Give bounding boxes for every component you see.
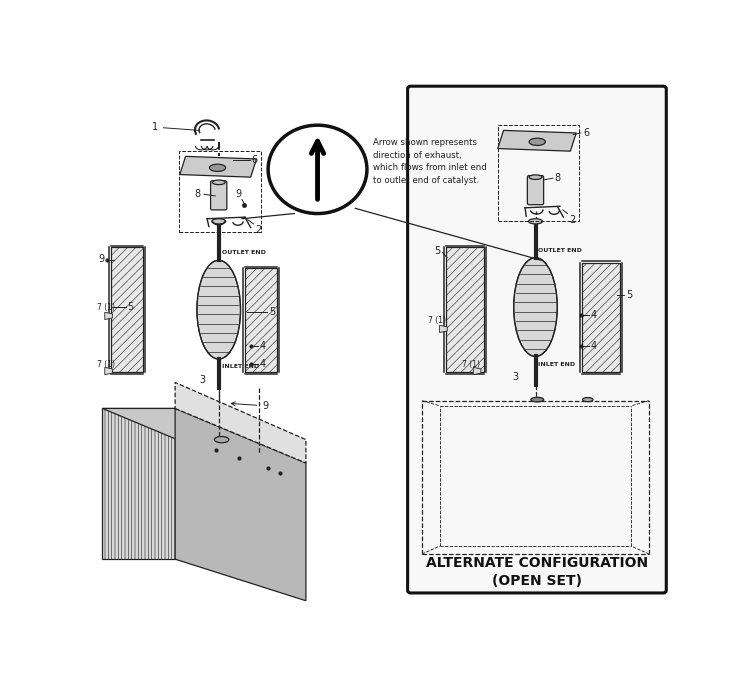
Text: 9: 9 <box>98 254 104 265</box>
Bar <box>446 247 484 372</box>
Ellipse shape <box>209 164 226 171</box>
Polygon shape <box>105 367 112 375</box>
Text: ALTERNATE CONFIGURATION: ALTERNATE CONFIGURATION <box>425 556 648 570</box>
Polygon shape <box>498 130 576 151</box>
Ellipse shape <box>197 261 241 359</box>
Polygon shape <box>440 325 447 333</box>
Text: 9: 9 <box>236 189 242 199</box>
Circle shape <box>268 125 367 213</box>
FancyBboxPatch shape <box>408 86 666 593</box>
Text: 5: 5 <box>128 302 134 312</box>
Ellipse shape <box>583 398 593 402</box>
Ellipse shape <box>514 258 557 356</box>
Bar <box>111 247 143 372</box>
Polygon shape <box>180 157 256 177</box>
Text: OUTLET END: OUTLET END <box>222 250 266 255</box>
Text: OUTLET END: OUTLET END <box>538 248 582 252</box>
Text: 2: 2 <box>569 215 575 225</box>
Text: 6: 6 <box>584 128 590 138</box>
Ellipse shape <box>529 219 542 224</box>
Text: (OPEN SET): (OPEN SET) <box>492 574 582 588</box>
Ellipse shape <box>214 437 229 443</box>
Ellipse shape <box>529 138 545 145</box>
Text: INLET END: INLET END <box>222 364 259 369</box>
Bar <box>179 151 260 232</box>
Polygon shape <box>473 367 481 375</box>
Polygon shape <box>175 408 306 601</box>
Polygon shape <box>103 408 175 559</box>
Text: 7 (1): 7 (1) <box>462 360 480 369</box>
Text: 7 (1): 7 (1) <box>97 302 115 312</box>
Text: 4: 4 <box>260 359 266 369</box>
Polygon shape <box>175 383 306 463</box>
Text: 4: 4 <box>591 310 597 320</box>
Ellipse shape <box>211 219 226 224</box>
FancyBboxPatch shape <box>211 181 226 210</box>
Bar <box>244 268 277 372</box>
Text: 8: 8 <box>555 173 561 183</box>
Text: 9: 9 <box>231 401 268 411</box>
Ellipse shape <box>529 175 542 180</box>
Polygon shape <box>105 313 112 319</box>
Polygon shape <box>103 408 306 463</box>
Bar <box>498 125 579 221</box>
Text: 4: 4 <box>591 341 597 351</box>
Text: 1: 1 <box>152 122 157 132</box>
Text: 6: 6 <box>252 155 258 165</box>
Ellipse shape <box>212 180 225 185</box>
Text: 3: 3 <box>512 372 518 382</box>
Text: 3: 3 <box>200 375 206 385</box>
Bar <box>582 263 620 372</box>
Text: 5: 5 <box>434 246 440 256</box>
Text: 5: 5 <box>269 307 275 317</box>
Ellipse shape <box>531 398 544 402</box>
Text: 7 (1): 7 (1) <box>97 360 115 369</box>
Text: Arrow shown represents
direction of exhaust,
which flows from inlet end
to outle: Arrow shown represents direction of exha… <box>373 138 487 185</box>
Text: 7 (1): 7 (1) <box>428 316 446 325</box>
Text: 4: 4 <box>260 341 266 351</box>
FancyBboxPatch shape <box>527 176 544 205</box>
Text: 2: 2 <box>255 225 262 236</box>
Text: INLET END: INLET END <box>538 362 575 367</box>
Text: 8: 8 <box>194 189 201 198</box>
Text: 5: 5 <box>626 290 632 300</box>
